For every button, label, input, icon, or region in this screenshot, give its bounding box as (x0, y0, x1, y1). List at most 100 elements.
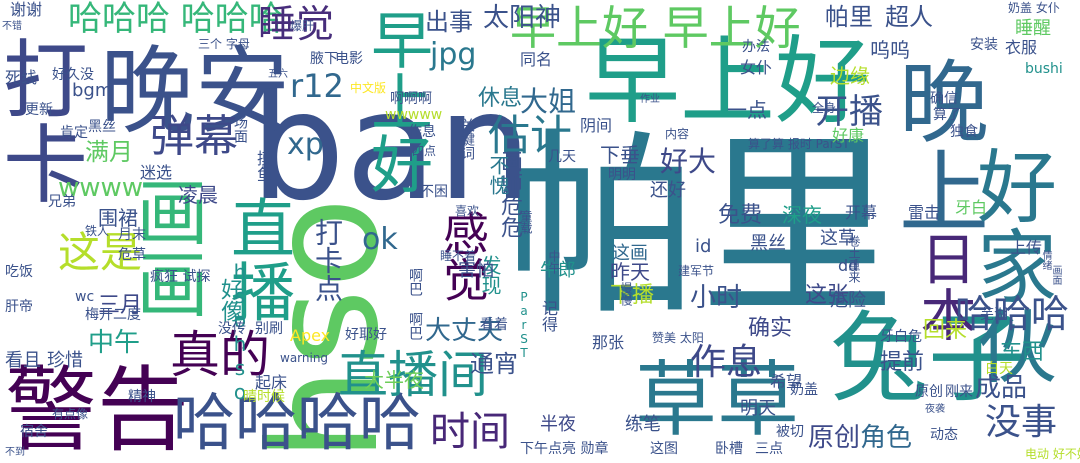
word: wc (75, 289, 95, 305)
word: 打卡点 (311, 218, 344, 302)
word: Apex (290, 326, 331, 345)
word: 被切 (776, 424, 804, 440)
word: 中午 (547, 250, 561, 274)
word: 三月 (98, 293, 143, 318)
word: 满月 (85, 138, 133, 166)
word: 摸鱼 (254, 150, 273, 182)
word: wwww (58, 173, 144, 203)
word: 中文版 (350, 81, 387, 95)
word: 好家伙 (964, 145, 1057, 385)
word: 哈哈哈 (955, 292, 1070, 336)
word: 弹幕 (150, 111, 238, 162)
word: 算了 (933, 107, 961, 123)
word: 感觉 (436, 210, 490, 302)
word: id (695, 236, 712, 257)
word: 迷选 (140, 163, 173, 182)
word: 刚来 (945, 384, 973, 400)
word: 打卡 (0, 35, 87, 205)
word: 作息 (690, 342, 763, 383)
word: 办法 (742, 39, 770, 55)
word: 黑丝 (88, 119, 116, 135)
word: 原创 (915, 384, 943, 400)
word: 不到 (5, 447, 25, 458)
word: 那张 (592, 333, 625, 352)
word: 凌晨 (178, 183, 218, 207)
word: 估计 (488, 111, 573, 160)
word: 这张 (805, 283, 850, 308)
word: 通宵 (470, 350, 518, 378)
word: 四点 (412, 144, 437, 158)
word: 下播 (610, 283, 655, 308)
word: 铁人 (85, 224, 110, 238)
word: ok (362, 222, 398, 257)
word: 睡觉 (258, 2, 335, 46)
word: 开幕 (845, 203, 878, 222)
word: 这画 (612, 243, 648, 264)
word: ParST (517, 290, 531, 360)
word: 更新 (25, 102, 53, 118)
word: 兄弟 (48, 194, 76, 210)
word: 内容 (665, 127, 690, 141)
word: 小时 (690, 283, 743, 313)
word: 边缘 (830, 64, 870, 88)
word: 没事 (985, 402, 1058, 443)
word: 作息 (408, 124, 436, 140)
word: 有点像 (52, 407, 89, 421)
word: 好大 (660, 145, 717, 178)
word: 大半夜 (364, 368, 424, 392)
word: 出事 (425, 8, 473, 36)
word: 安装 (970, 37, 998, 53)
word: 这图 (650, 441, 678, 457)
word: 大丈夫 (425, 316, 504, 346)
word: 超人 (885, 3, 933, 31)
word: 早上好 (360, 8, 433, 194)
word: 好耶好 (345, 327, 387, 343)
word: 回来 (923, 318, 968, 343)
word: 月末 (118, 227, 146, 243)
word: 真的 (170, 326, 270, 384)
word: 起床 (255, 373, 288, 392)
word: 不困 (420, 184, 448, 200)
word: 阴间 (580, 116, 613, 135)
word: 爆肝 (290, 19, 315, 33)
word: 女仆 (740, 58, 773, 77)
word: 喜欢 (455, 204, 480, 218)
word: 精神 (128, 389, 156, 405)
word: 这是 (58, 228, 143, 277)
word: 晴时候 (243, 389, 285, 405)
word: 不错 (2, 21, 22, 32)
word: 电动 好不好 (1025, 447, 1080, 461)
word: 关键词 (459, 118, 475, 160)
word: 卧槽 (715, 441, 743, 457)
word: 这草 (820, 228, 856, 249)
word: 中午 (88, 328, 141, 358)
word: bgm (72, 80, 113, 101)
word: 画师危危 (497, 150, 522, 238)
word: hsohso (228, 260, 252, 404)
word: 雷击 (908, 203, 941, 222)
word: 晚安 (100, 37, 291, 147)
word: 昨天 (610, 260, 650, 284)
word: 帕里 (505, 114, 895, 341)
word: 奶盖 (790, 382, 818, 398)
word: 太阳神 (483, 3, 562, 33)
word: 慢慢 (619, 282, 633, 306)
word: 兔子 (830, 302, 1027, 416)
word: 童载 (519, 210, 533, 234)
word: 独食 (950, 124, 978, 140)
word: 确信 (930, 91, 958, 107)
word: 啊啊啊 (390, 91, 432, 107)
word: 成品 (975, 373, 1028, 403)
word: 希望 (770, 372, 803, 391)
word: 动态 (930, 427, 958, 443)
word: 记得 (539, 300, 558, 332)
word: 深夜 (782, 203, 822, 227)
word: 围裙 (98, 206, 138, 230)
word: 别刷 (255, 321, 283, 337)
word: 下午点亮 勋章 (520, 441, 609, 457)
word: 夜袭 (925, 404, 945, 415)
word: 看着 (480, 317, 508, 333)
word: 宿舍 (20, 424, 48, 440)
word: 场面 (232, 115, 248, 143)
